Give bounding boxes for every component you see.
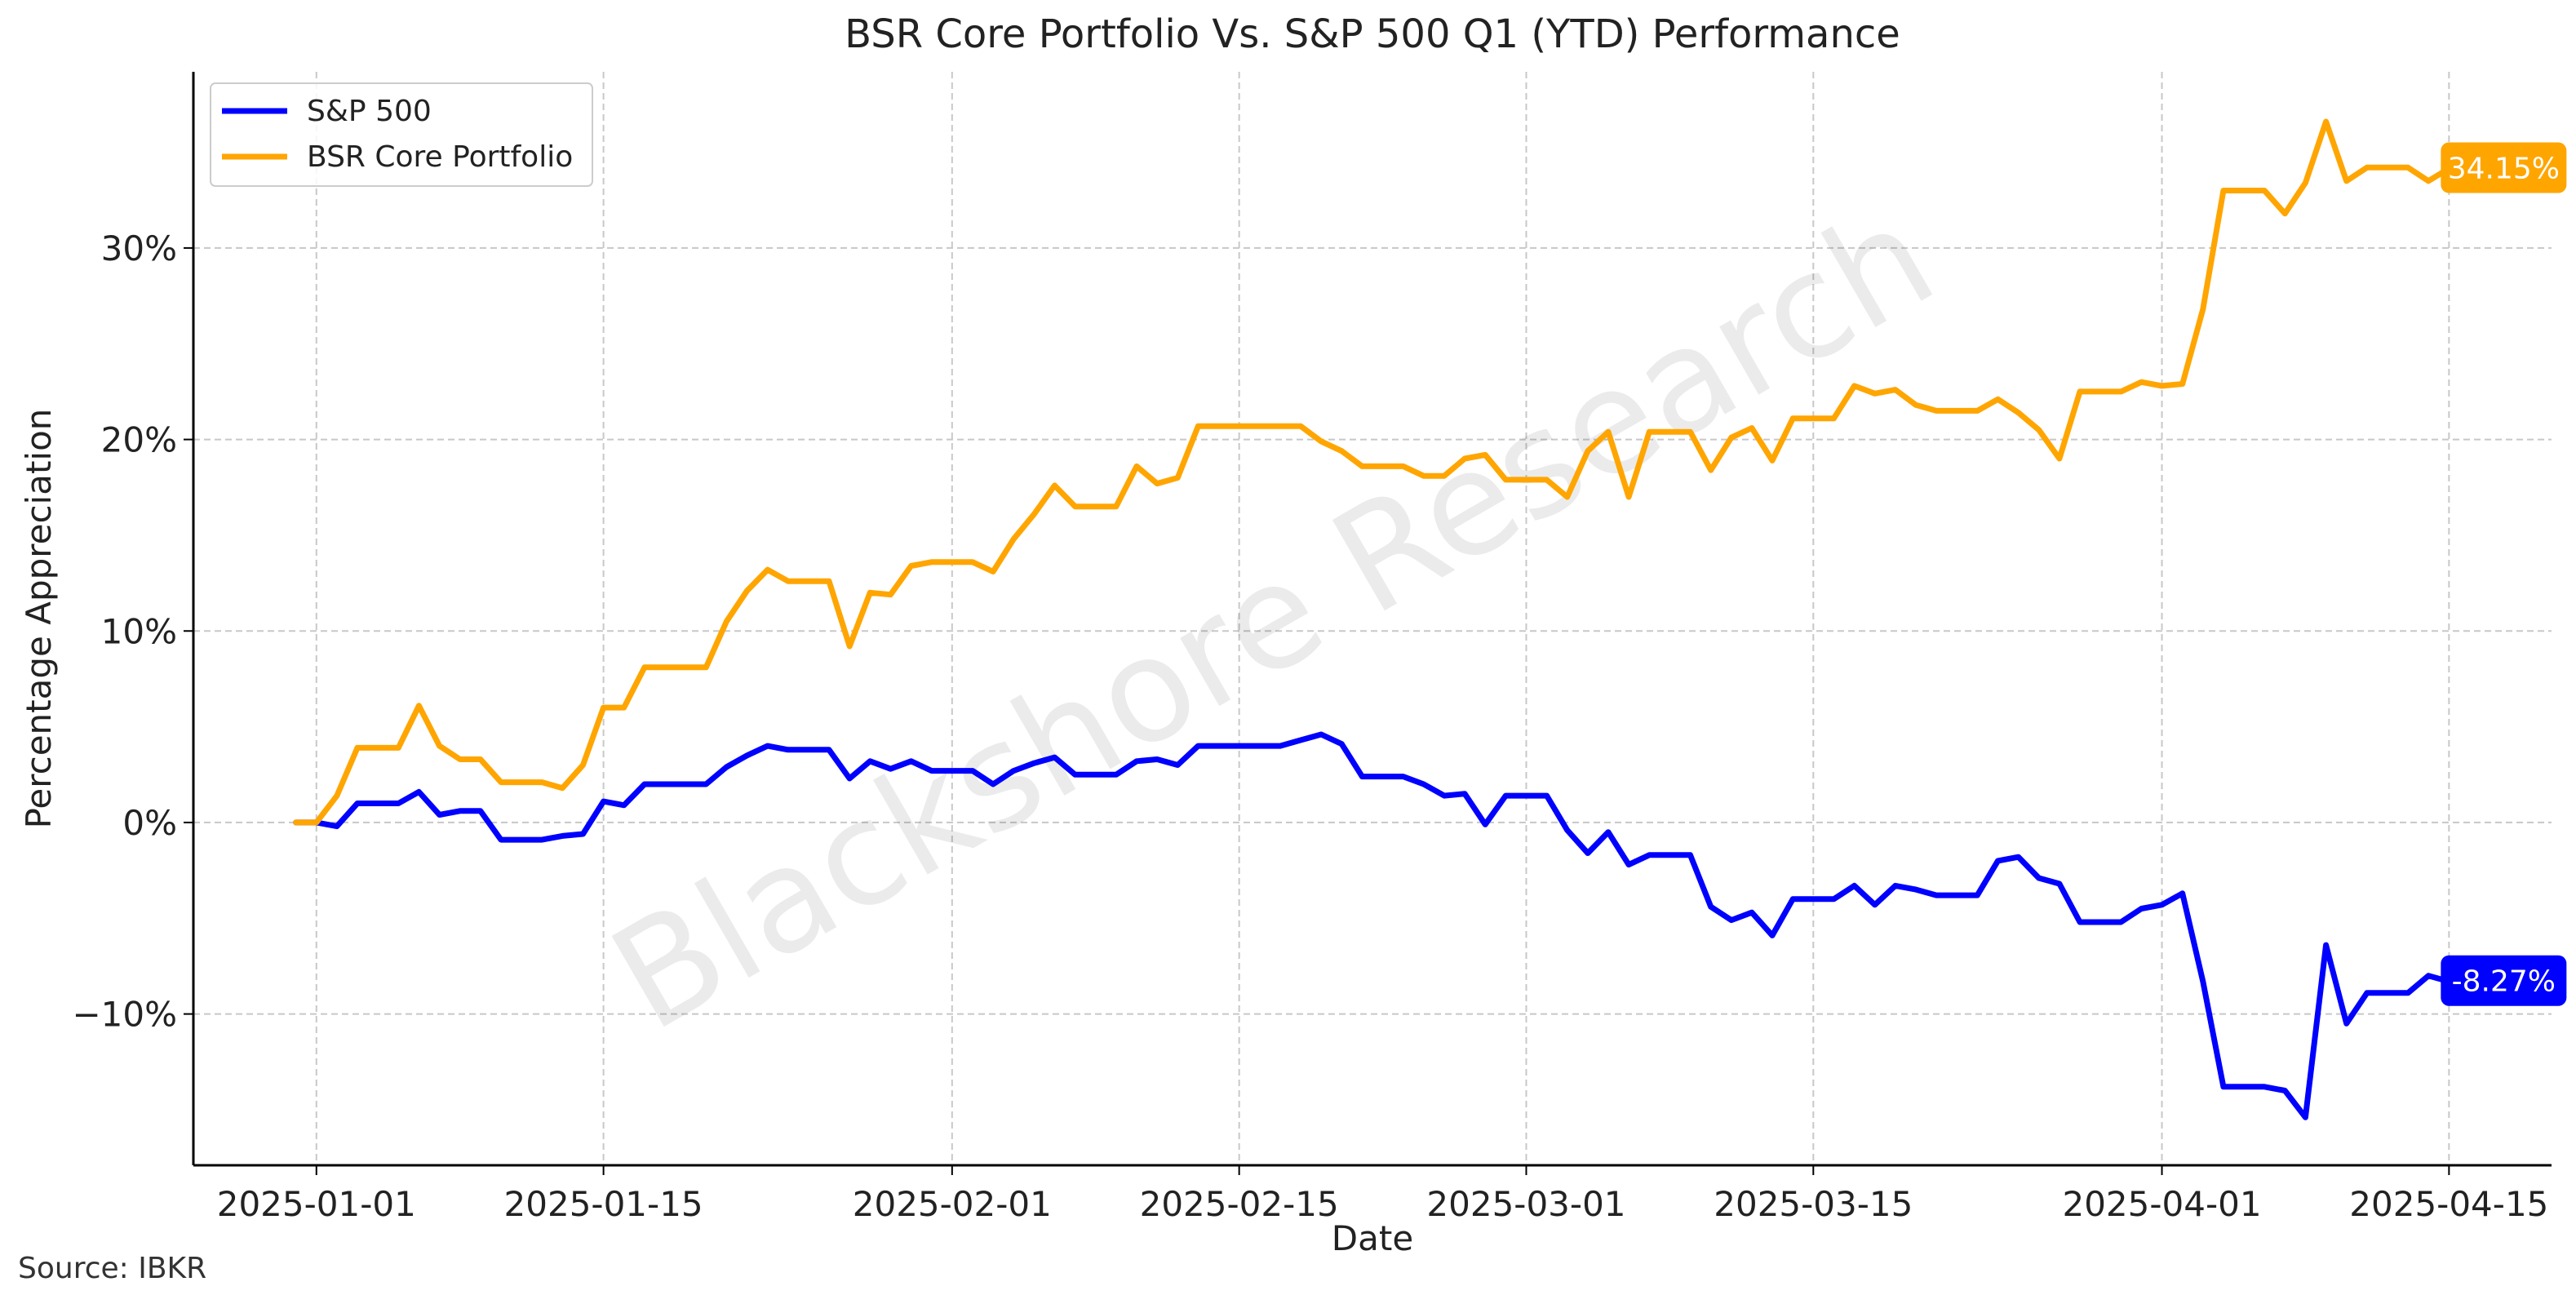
series-line-bsr-core-portfolio [293,118,2452,826]
end-label-bsr-core-portfolio: 34.15% [2441,142,2567,193]
x-tick-label: 2025-04-15 [2349,1184,2548,1224]
x-tick-label: 2025-02-01 [853,1184,1052,1224]
legend-label-bsr-core-portfolio: BSR Core Portfolio [307,140,573,174]
x-axis-label: Date [1332,1218,1413,1258]
end-label-box [2441,955,2567,1006]
legend-label-sp500: S&P 500 [307,95,432,128]
y-ticks: −10% 0% 10% 20% 30% [72,228,193,1035]
source-note: Source: IBKR [18,1252,206,1285]
series-line-s-p-500 [293,731,2452,1120]
chart-title: BSR Core Portfolio Vs. S&P 500 Q1 (YTD) … [845,11,1900,57]
legend: S&P 500 BSR Core Portfolio [210,82,593,187]
x-tick-label: 2025-01-01 [217,1184,416,1224]
end-label-box [2441,142,2567,193]
x-ticks: 2025-01-01 2025-01-15 2025-02-01 2025-02-15… [217,1165,2548,1224]
end-labels: -8.27% 34.15% [2441,142,2567,1006]
y-tick-label: 10% [101,611,177,651]
x-tick-label: 2025-01-15 [504,1184,703,1224]
grid-lines [193,72,2552,1165]
x-tick-label: 2025-02-15 [1140,1184,1339,1224]
y-tick-label: 0% [122,803,177,843]
y-tick-label: −10% [72,995,177,1035]
x-tick-label: 2025-04-01 [2062,1184,2261,1224]
end-label-text: 34.15% [2448,153,2560,186]
watermark-text: Blackshore Research [585,173,1960,1063]
y-tick-label: 30% [101,228,177,268]
x-tick-label: 2025-03-15 [1714,1184,1913,1224]
axes [192,72,2552,1167]
legend-frame [210,82,593,187]
y-axis-label: Percentage Appreciation [19,409,59,829]
end-label-s-p-500: -8.27% [2441,955,2567,1006]
y-tick-label: 20% [101,420,177,460]
x-tick-label: 2025-03-01 [1426,1184,1625,1224]
end-label-text: -8.27% [2452,965,2556,999]
series-lines [293,118,2452,1120]
